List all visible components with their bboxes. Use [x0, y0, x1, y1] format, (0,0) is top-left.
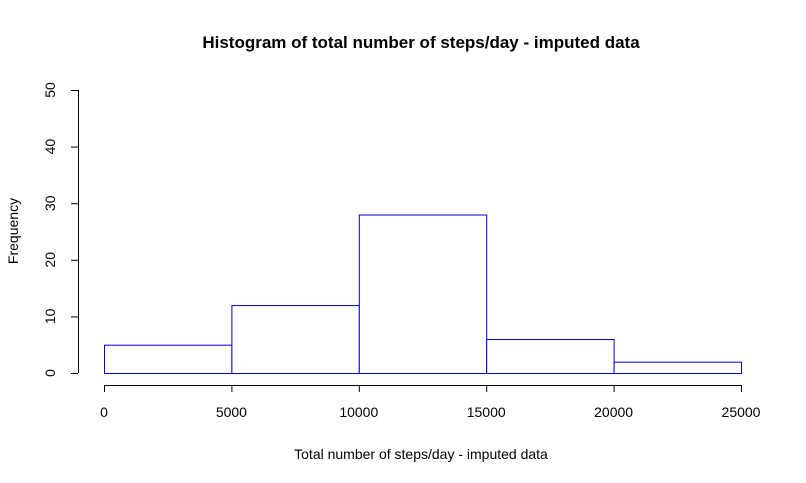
y-tick-label-50: 50: [42, 82, 58, 98]
bars-group: [104, 214, 742, 375]
y-tick-label-10: 10: [42, 308, 58, 324]
y-tick-label-30: 30: [42, 195, 58, 211]
histogram-bar-0: [104, 344, 233, 375]
x-axis: 0 5000 10000 15000 20000 25000: [100, 385, 761, 420]
y-tick-label-20: 20: [42, 252, 58, 268]
histogram-bar-1: [231, 305, 360, 374]
histogram-bar-4: [613, 361, 742, 374]
y-axis-label: Frequency: [5, 198, 21, 264]
x-tick-label-10000: 10000: [339, 404, 378, 420]
y-tick-label-0: 0: [42, 369, 58, 377]
x-tick-label-15000: 15000: [467, 404, 506, 420]
y-axis: 0 10 20 30 40 50: [42, 82, 79, 377]
x-axis-label: Total number of steps/day - imputed data: [294, 446, 548, 462]
x-tick-label-5000: 5000: [216, 404, 247, 420]
y-tick-label-40: 40: [42, 139, 58, 155]
x-tick-label-20000: 20000: [594, 404, 633, 420]
x-tick-label-25000: 25000: [722, 404, 761, 420]
chart-title: Histogram of total number of steps/day -…: [202, 33, 640, 52]
histogram-bar-2: [358, 214, 488, 374]
histogram-bar-3: [486, 339, 615, 375]
x-tick-label-0: 0: [100, 404, 108, 420]
